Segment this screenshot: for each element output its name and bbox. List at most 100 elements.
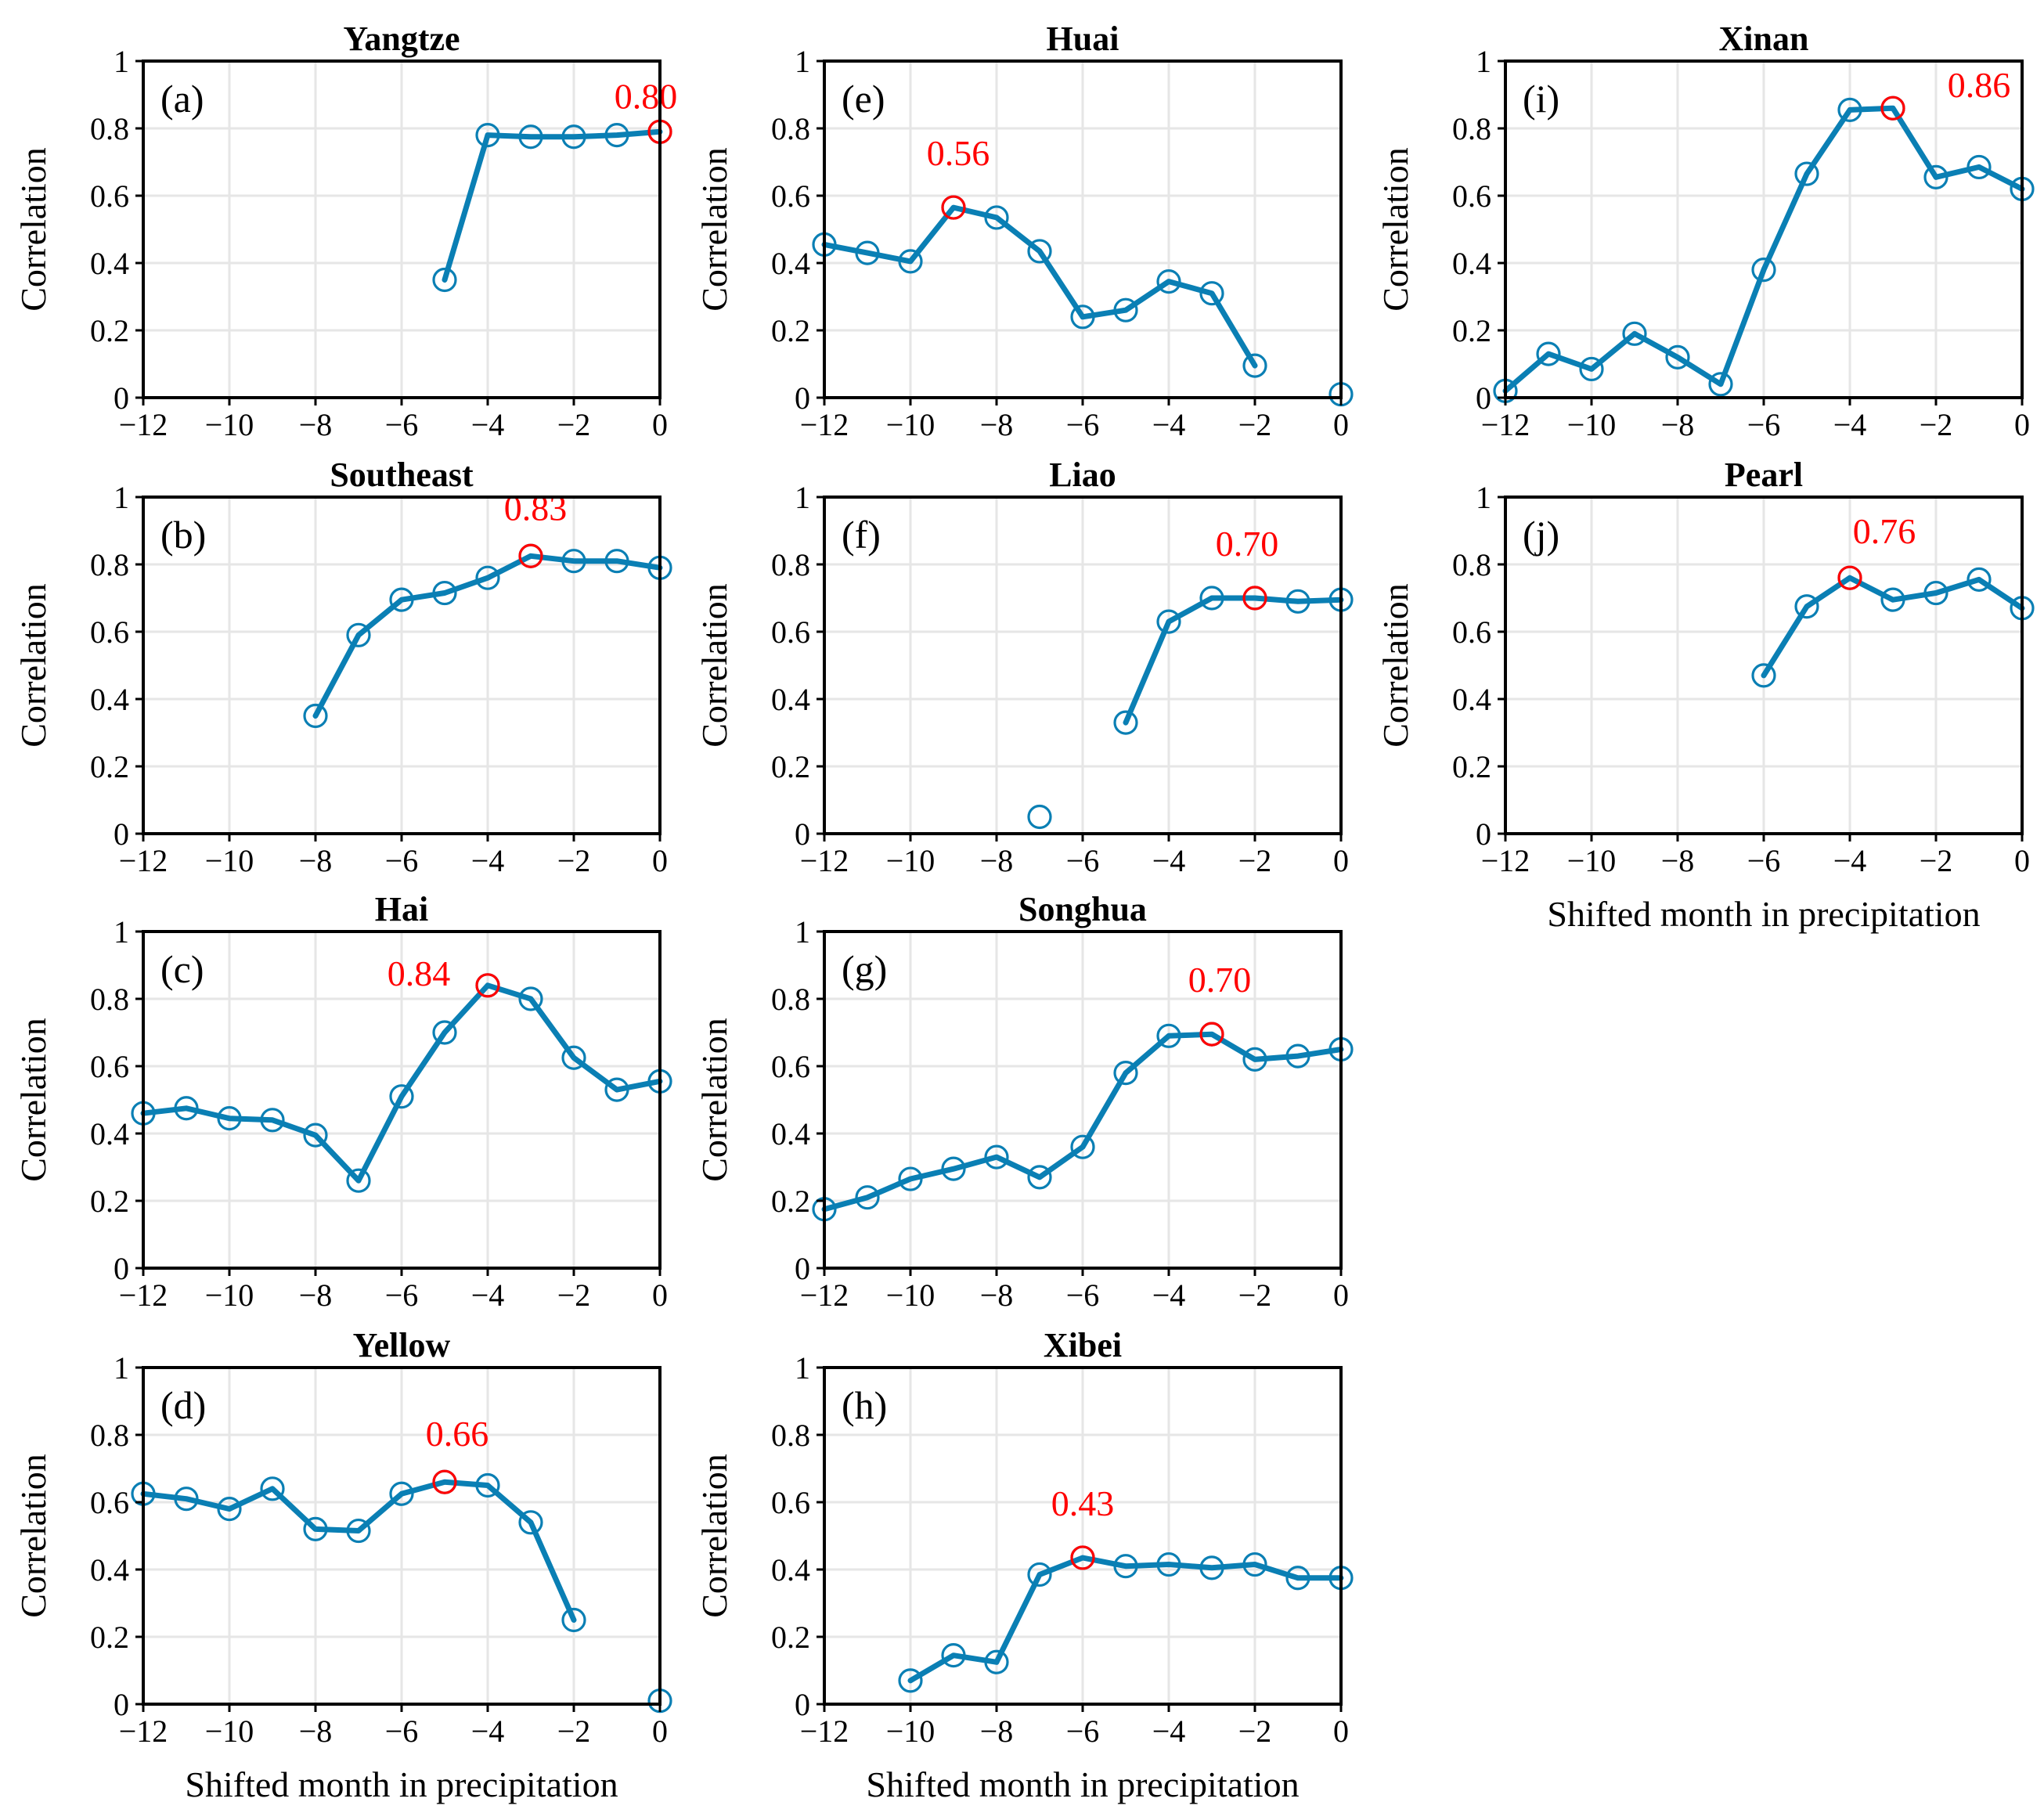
- y-tick-label: 0.4: [90, 1552, 129, 1588]
- data-point: [303, 703, 328, 729]
- panel-title: Liao: [1049, 456, 1116, 494]
- data-point: [1199, 1555, 1224, 1580]
- y-tick-label: 0.2: [771, 313, 810, 348]
- series-line: [140, 982, 663, 1184]
- y-tick-label: 0.8: [771, 111, 810, 146]
- x-tick-label: −6: [385, 843, 419, 878]
- x-tick-label: −10: [886, 1714, 935, 1749]
- y-tick-label: 0: [795, 1687, 810, 1722]
- data-point: [174, 1487, 199, 1512]
- data-point: [1199, 281, 1224, 306]
- series-line: [1123, 595, 1344, 726]
- x-tick-label: −10: [886, 1278, 935, 1313]
- y-tick-label: 0.2: [90, 313, 129, 348]
- data-point: [1199, 586, 1224, 611]
- x-tick-label: −4: [471, 407, 505, 442]
- y-tick-label: 0.4: [771, 246, 810, 281]
- data-point: [1113, 710, 1138, 735]
- data-point: [1966, 154, 1992, 180]
- x-tick-label: −6: [1066, 843, 1100, 878]
- data-point: [855, 240, 880, 265]
- panel-songhua: 0.70 −12 −10 −8 −6 −4 −2 0 0 0.2 0.4 0.6 0.8 1 Songhua…: [694, 890, 1354, 1313]
- panel-title: Xibei: [1044, 1326, 1122, 1364]
- y-tick-label: 0.4: [1452, 682, 1491, 717]
- panel-label: (b): [160, 513, 206, 557]
- data-point: [1923, 580, 1948, 606]
- data-point: [518, 986, 543, 1011]
- data-point: [1285, 1043, 1310, 1069]
- x-tick-label: −2: [1920, 843, 1953, 878]
- data-point: [1880, 587, 1905, 612]
- data-point: [1070, 305, 1095, 330]
- y-tick-label: 1: [114, 480, 129, 515]
- peak-marker: [1070, 1545, 1095, 1570]
- peak-marker: [1880, 96, 1905, 121]
- y-tick-label: 0: [114, 816, 129, 852]
- x-tick-label: −12: [800, 843, 849, 878]
- peak-label: 0.66: [426, 1414, 489, 1454]
- x-tick-label: 0: [1333, 1714, 1349, 1749]
- x-tick-label: 0: [652, 843, 668, 878]
- x-tick-label: −12: [800, 407, 849, 442]
- x-tick-label: 0: [1333, 843, 1349, 878]
- peak-marker: [432, 1469, 457, 1494]
- data-point: [1242, 1552, 1267, 1577]
- y-tick-label: 1: [795, 1350, 810, 1386]
- peak-label: 0.80: [615, 76, 678, 116]
- x-axis-label: Shifted month in precipitation: [185, 1764, 618, 1804]
- x-tick-label: 0: [2014, 407, 2030, 442]
- data-point: [984, 205, 1009, 230]
- data-point: [346, 1518, 371, 1544]
- data-point: [604, 549, 629, 574]
- data-point: [898, 249, 923, 274]
- x-tick-label: −10: [205, 1278, 254, 1313]
- data-point: [475, 565, 500, 590]
- peak-label: 0.83: [504, 488, 568, 528]
- data-point: [1156, 1023, 1181, 1048]
- y-tick-label: 0.6: [771, 614, 810, 650]
- peak-marker: [1242, 586, 1267, 611]
- y-axis-label: Correlation: [13, 147, 53, 312]
- y-tick-label: 0.4: [90, 682, 129, 717]
- data-point: [389, 587, 414, 612]
- x-tick-label: 0: [652, 1714, 668, 1749]
- x-tick-label: −10: [205, 1714, 254, 1749]
- peak-label: 0.70: [1188, 960, 1252, 1000]
- data-point: [561, 1045, 586, 1070]
- x-tick-label: −2: [557, 407, 591, 442]
- y-tick-label: 1: [795, 480, 810, 515]
- data-point: [346, 1168, 371, 1193]
- x-tick-label: −6: [385, 1278, 419, 1313]
- panel-label: (d): [160, 1383, 206, 1427]
- peak-label: 0.70: [1216, 524, 1279, 564]
- y-tick-label: 0.4: [90, 1116, 129, 1151]
- data-point: [1622, 321, 1647, 346]
- y-tick-label: 0.8: [771, 547, 810, 582]
- panel-label: (h): [842, 1383, 887, 1427]
- y-axis-label: Correlation: [694, 147, 734, 312]
- y-tick-label: 0.8: [1452, 547, 1491, 582]
- x-tick-label: −8: [299, 407, 333, 442]
- peak-marker: [475, 973, 500, 998]
- panel-title: Yellow: [353, 1326, 451, 1364]
- x-tick-label: −10: [886, 843, 935, 878]
- y-tick-label: 0.2: [771, 749, 810, 784]
- y-tick-label: 0.8: [771, 1418, 810, 1453]
- data-point: [432, 267, 457, 293]
- x-tick-label: 0: [1333, 407, 1349, 442]
- data-point: [432, 1020, 457, 1045]
- x-tick-label: 0: [2014, 843, 2030, 878]
- x-tick-label: −10: [886, 407, 935, 442]
- panel-huai: 0.56 −12 −10 −8 −6 −4 −2 0 0 0.2 0.4 0.6 0.8 1 Huai (e)…: [694, 20, 1354, 442]
- panel-label: (f): [842, 513, 881, 557]
- y-axis-label: Correlation: [13, 1018, 53, 1182]
- y-tick-label: 0: [795, 380, 810, 416]
- panel-title: Southeast: [330, 456, 474, 494]
- y-axis-label: Correlation: [13, 1454, 53, 1618]
- y-tick-label: 0.6: [90, 614, 129, 650]
- data-point: [561, 1607, 586, 1633]
- panel-pearl: 0.76 −12 −10 −8 −6 −4 −2 0 0 0.2 0.4 0.6 0.8 1 Pearl (j…: [1375, 456, 2035, 934]
- peak-label: 0.86: [1948, 65, 2011, 105]
- series-line: [1502, 105, 2025, 394]
